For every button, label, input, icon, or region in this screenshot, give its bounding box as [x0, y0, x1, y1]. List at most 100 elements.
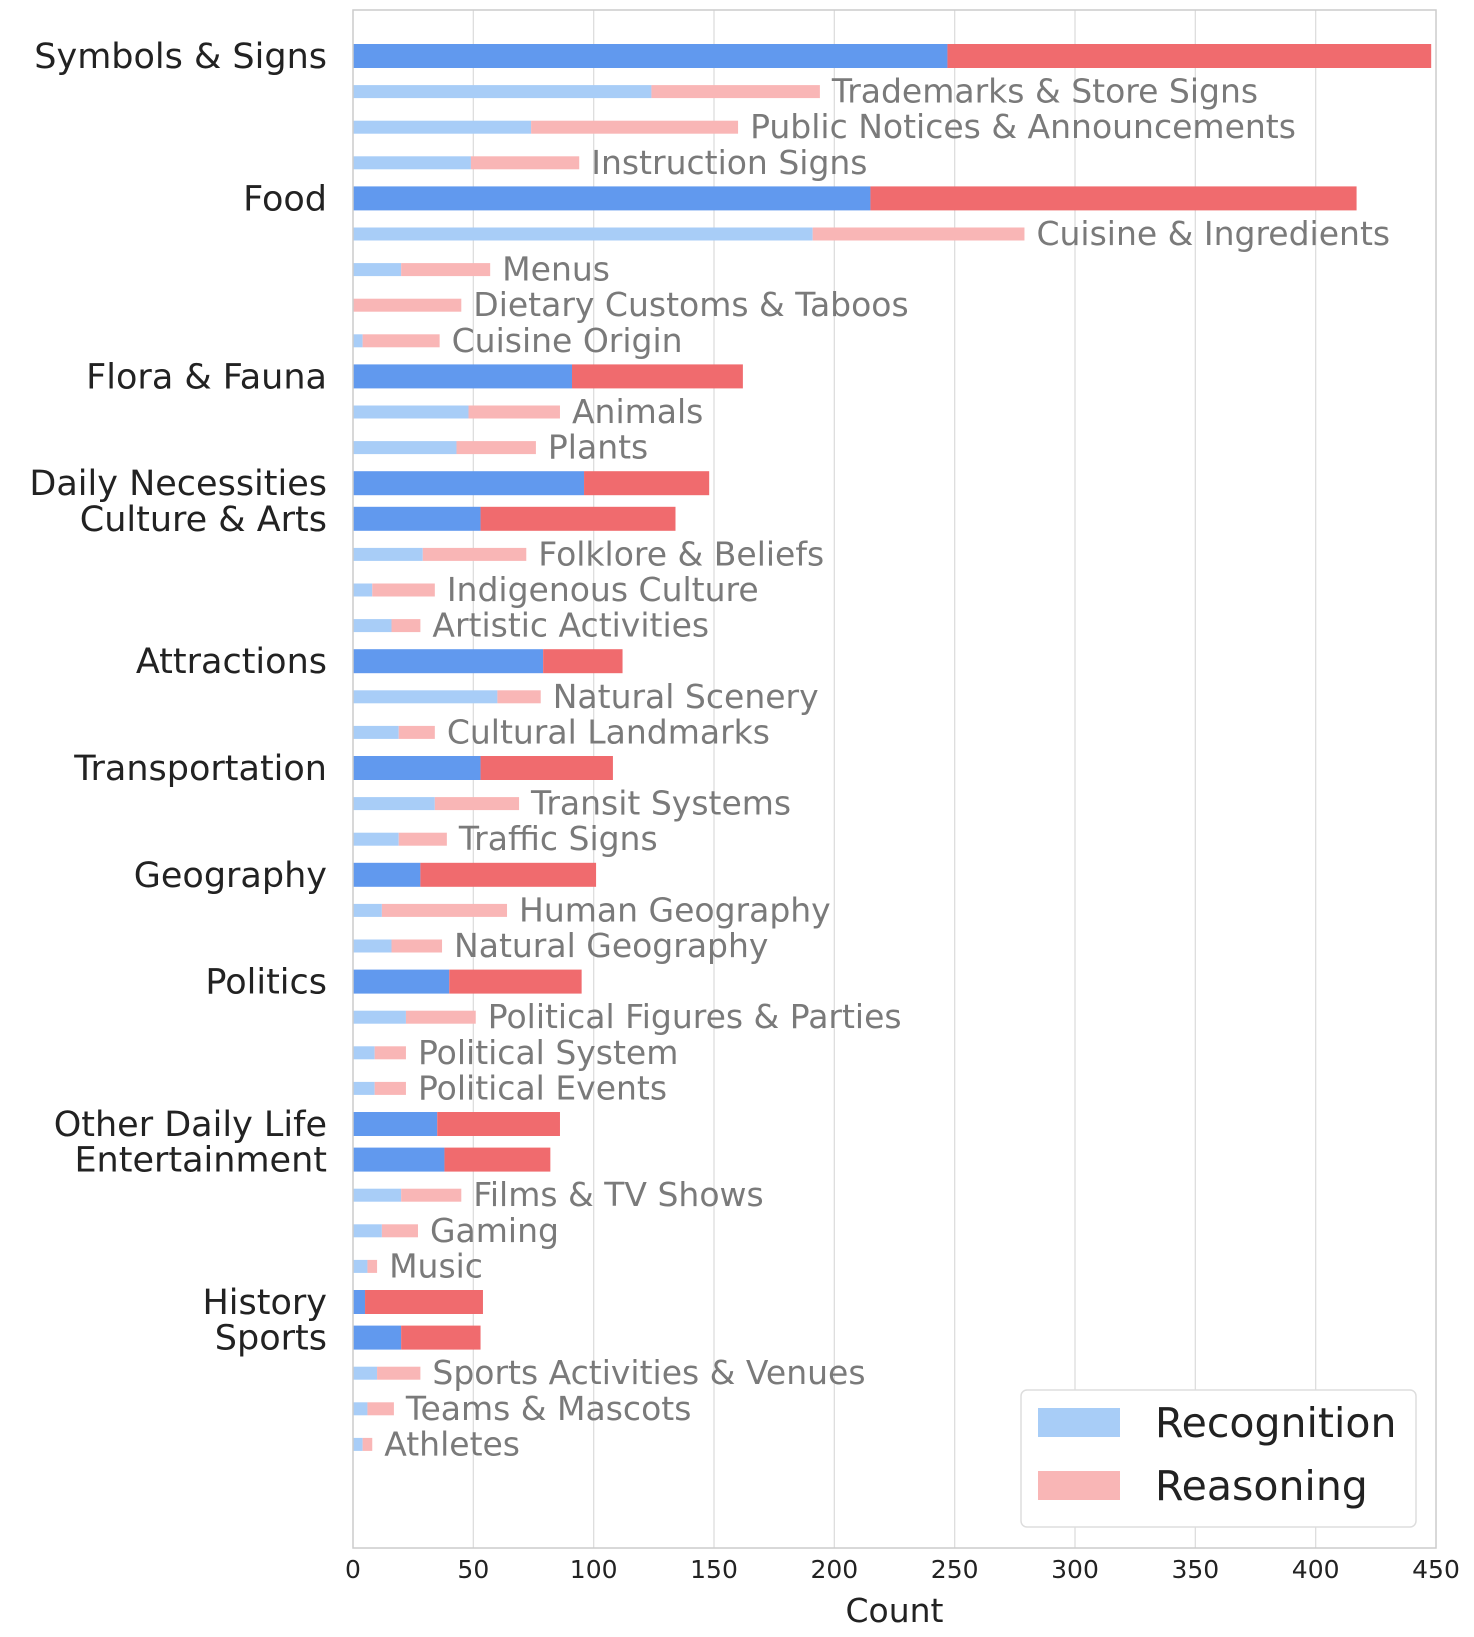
bar-recognition: [353, 862, 421, 887]
bar-reasoning: [365, 1290, 483, 1314]
subcategory-label: Political Figures & Parties: [488, 997, 902, 1036]
bar-recognition: [353, 1046, 375, 1060]
bar-reasoning: [651, 85, 820, 99]
subcategory-label: Cultural Landmarks: [447, 712, 770, 751]
bar-reasoning: [470, 156, 580, 170]
subcategory-label: Political Events: [418, 1068, 667, 1107]
bars-group: [353, 44, 1432, 1451]
category-label: Other Daily Life: [54, 1105, 327, 1145]
bar-reasoning: [870, 186, 1357, 211]
category-label: Food: [243, 179, 327, 219]
category-label: Culture & Arts: [80, 500, 327, 540]
bar-recognition: [353, 797, 435, 811]
bar-recognition: [353, 471, 585, 496]
bar-recognition: [353, 725, 399, 739]
subcategory-label: Gaming: [430, 1211, 559, 1250]
bar-reasoning: [401, 1188, 462, 1202]
bar-recognition: [353, 227, 813, 241]
x-tick-label: 100: [570, 1555, 618, 1584]
bar-recognition: [353, 85, 652, 99]
bar-recognition: [353, 1402, 368, 1416]
bar-reasoning: [584, 471, 710, 496]
bar-reasoning: [543, 649, 623, 674]
bar-recognition: [353, 186, 871, 211]
subcategory-label: Cuisine & Ingredients: [1036, 214, 1390, 253]
subcategory-label: Sports Activities & Venues: [432, 1353, 865, 1392]
bar-reasoning: [374, 1046, 406, 1060]
bar-recognition: [353, 756, 481, 780]
x-tick-label: 250: [931, 1555, 979, 1584]
bar-reasoning: [362, 334, 440, 348]
bar-recognition: [353, 334, 363, 348]
category-label: Daily Necessities: [29, 464, 327, 504]
bar-reasoning: [401, 1325, 481, 1350]
bar-recognition: [353, 903, 382, 917]
bar-recognition: [353, 619, 392, 633]
bar-reasoning: [468, 405, 560, 419]
bar-recognition: [353, 156, 471, 170]
subcategory-label: Indigenous Culture: [447, 570, 759, 609]
legend-label-recognition: Recognition: [1155, 1399, 1396, 1447]
bar-recognition: [353, 832, 399, 846]
category-label: Geography: [134, 856, 327, 896]
subcategory-label: Transit Systems: [530, 784, 791, 823]
bar-recognition: [353, 547, 423, 561]
bar-recognition: [353, 506, 481, 531]
subcategory-label: Traffic Signs: [458, 819, 658, 858]
bar-reasoning: [434, 797, 520, 811]
bar-reasoning: [367, 1402, 394, 1416]
bar-reasoning: [398, 725, 435, 739]
subcategory-label: Music: [389, 1246, 483, 1285]
bar-recognition: [353, 969, 450, 994]
bar-reasoning: [456, 441, 536, 455]
bar-recognition: [353, 583, 373, 597]
x-tick-label: 50: [457, 1555, 489, 1584]
bar-reasoning: [367, 1259, 378, 1273]
subcategory-label: Political System: [418, 1033, 678, 1072]
bar-recognition: [353, 263, 402, 277]
subcategory-label: Natural Geography: [454, 926, 768, 965]
category-label: Flora & Fauna: [86, 357, 327, 397]
bar-recognition: [353, 364, 573, 389]
bar-reasoning: [374, 1081, 406, 1095]
x-tick-label: 350: [1171, 1555, 1219, 1584]
subcategory-label: Dietary Customs & Taboos: [473, 285, 908, 324]
bar-recognition: [353, 1224, 382, 1238]
bar-recognition: [353, 1188, 402, 1202]
x-axis-title: Count: [845, 1591, 943, 1630]
category-label: Symbols & Signs: [34, 37, 327, 77]
x-tick-label: 200: [810, 1555, 858, 1584]
bar-recognition: [353, 1366, 378, 1380]
bar-reasoning: [480, 506, 676, 531]
bar-recognition: [353, 1010, 406, 1024]
legend-swatch-reasoning: [1038, 1471, 1120, 1500]
bar-reasoning: [353, 298, 462, 312]
subcategory-label: Human Geography: [519, 890, 831, 929]
bar-reasoning: [531, 120, 739, 134]
x-tick-label: 400: [1292, 1555, 1340, 1584]
subcategory-label: Natural Scenery: [553, 677, 819, 716]
bar-recognition: [353, 1290, 366, 1314]
subcategory-label: Films & TV Shows: [473, 1175, 763, 1214]
subcategory-label: Animals: [572, 392, 703, 431]
subcategory-label: Artistic Activities: [432, 606, 709, 645]
bar-recognition: [353, 405, 469, 419]
bar-reasoning: [437, 1112, 560, 1136]
subcategory-label: Folklore & Beliefs: [538, 534, 824, 573]
bar-reasoning: [497, 690, 541, 704]
bar-reasoning: [422, 547, 527, 561]
bar-reasoning: [381, 1224, 418, 1238]
bar-reasoning: [947, 44, 1432, 68]
bar-reasoning: [391, 939, 443, 953]
x-ticks: 0 50 100 150 200 250 300 350 400 450: [345, 1555, 1460, 1584]
bar-reasoning: [572, 364, 743, 389]
bar-reasoning: [480, 756, 613, 780]
subcategory-label: Public Notices & Announcements: [750, 107, 1296, 146]
legend: Recognition Reasoning: [1020, 1389, 1417, 1528]
bar-recognition: [353, 441, 457, 455]
bar-recognition: [353, 120, 532, 134]
legend-swatch-recognition: [1038, 1408, 1120, 1437]
